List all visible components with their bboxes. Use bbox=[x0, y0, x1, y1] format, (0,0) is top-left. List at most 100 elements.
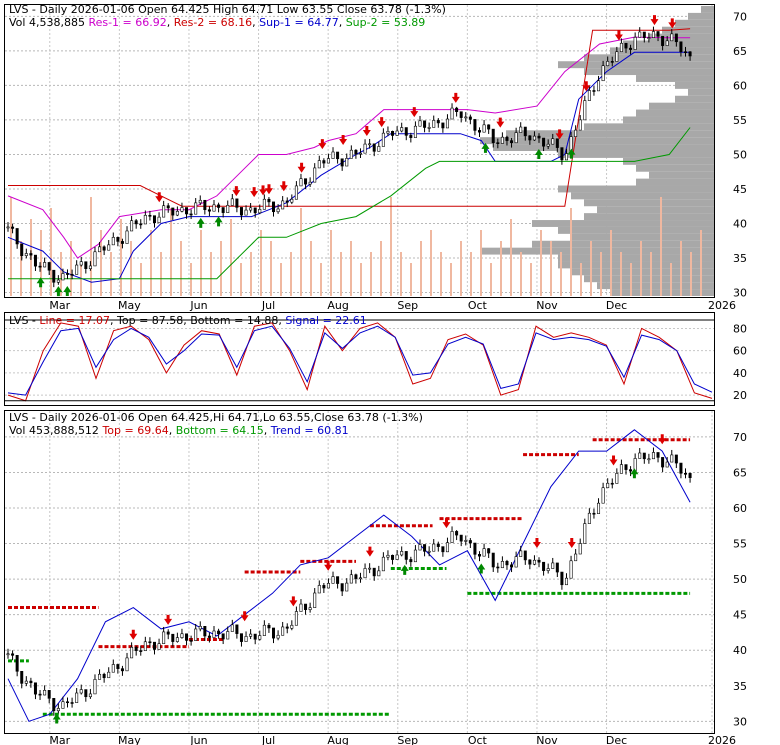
buy-signal-arrow bbox=[36, 277, 45, 288]
price-candle-body bbox=[450, 107, 454, 120]
price-candle-body bbox=[116, 237, 120, 242]
price-candle-body bbox=[317, 160, 321, 169]
price-candle-body bbox=[368, 143, 372, 146]
price-candle-body bbox=[70, 273, 74, 276]
volume-bar bbox=[220, 241, 222, 296]
trend-candle-body bbox=[684, 472, 688, 475]
price-candle-body bbox=[532, 135, 536, 141]
volume-profile-bar bbox=[623, 116, 714, 124]
volume-profile-bar bbox=[623, 157, 714, 165]
trend-candle-body bbox=[555, 562, 559, 573]
header-segment: Trend = 60.81 bbox=[270, 424, 349, 437]
price-candle-body bbox=[482, 124, 486, 133]
volume-bar bbox=[300, 208, 302, 296]
trend-candle-body bbox=[290, 624, 294, 629]
price-candle-body bbox=[194, 202, 198, 215]
price-candle-body bbox=[272, 201, 276, 213]
trend-candle-body bbox=[152, 641, 156, 650]
trend-candle-body bbox=[642, 452, 646, 460]
trend-candle-body bbox=[120, 668, 124, 672]
volume-profile-bar bbox=[506, 130, 714, 138]
sell-signal-arrow bbox=[362, 126, 371, 137]
trend-candle-body bbox=[6, 653, 10, 656]
price-candle-body bbox=[642, 31, 646, 38]
trend-candle-body bbox=[272, 627, 276, 639]
header-segment: , bbox=[252, 16, 259, 29]
price-candle-body bbox=[661, 35, 665, 46]
volume-bar bbox=[530, 263, 532, 296]
price-candle-body bbox=[313, 167, 317, 183]
header-segment: , bbox=[264, 424, 271, 437]
trend-candle-body bbox=[230, 624, 234, 632]
price-candle-body bbox=[413, 125, 417, 138]
volume-profile-bar bbox=[571, 192, 714, 200]
price-candle-body bbox=[290, 198, 294, 203]
price-candle-body bbox=[180, 207, 184, 212]
volume-profile-bar bbox=[636, 164, 714, 172]
trend-candle-body bbox=[427, 550, 431, 553]
trend-candle-body bbox=[404, 551, 408, 560]
volume-bar bbox=[700, 230, 702, 296]
volume-bar bbox=[60, 252, 62, 296]
trend-candle-body bbox=[326, 583, 330, 589]
price-candle-body bbox=[615, 51, 619, 62]
trend-candle-body bbox=[500, 561, 504, 569]
price-candle-body bbox=[528, 135, 532, 141]
x-month-label: Jun bbox=[189, 299, 207, 312]
price-candle-body bbox=[299, 178, 303, 187]
volume-profile-bar bbox=[675, 95, 714, 103]
trend-y-tick-label: 50 bbox=[733, 573, 747, 586]
volume-bar bbox=[440, 252, 442, 296]
volume-profile-bar bbox=[584, 54, 714, 62]
trend-x-month-label: Sep bbox=[397, 734, 418, 745]
volume-bar bbox=[450, 263, 452, 296]
price-candle-body bbox=[372, 143, 376, 152]
volume-profile-bar bbox=[558, 61, 714, 69]
price-candle-body bbox=[308, 181, 312, 185]
sell-signal-arrow bbox=[250, 187, 259, 198]
trend-candle-body bbox=[578, 543, 582, 555]
price-candle-body bbox=[674, 33, 678, 43]
volume-bar bbox=[640, 241, 642, 296]
volume-bar bbox=[130, 241, 132, 296]
price-candle-body bbox=[239, 207, 243, 216]
trend-candle-body bbox=[207, 635, 211, 638]
price-candle-body bbox=[432, 120, 436, 128]
price-candle-body bbox=[304, 178, 308, 185]
price-candle-body bbox=[157, 216, 161, 224]
trend-candle-body bbox=[647, 458, 651, 461]
price-candle-body bbox=[24, 253, 28, 256]
price-candle-body bbox=[391, 131, 395, 136]
trend-candle-body bbox=[171, 633, 175, 642]
volume-profile-bar bbox=[584, 123, 714, 131]
trend-y-tick-label: 70 bbox=[733, 431, 747, 444]
price-candle-body bbox=[340, 158, 344, 167]
x-month-label: Nov bbox=[536, 299, 558, 312]
trend-candle-body bbox=[523, 550, 527, 561]
price-candle-body bbox=[587, 90, 591, 101]
trend-candle-body bbox=[221, 633, 225, 640]
trend-candle-body bbox=[93, 679, 97, 695]
buy-signal-arrow bbox=[481, 142, 490, 153]
price-candle-body bbox=[281, 200, 285, 210]
trend-candle-body bbox=[482, 548, 486, 557]
price-candle-body bbox=[555, 138, 559, 148]
price-candle-body bbox=[546, 143, 550, 147]
volume-bar bbox=[240, 263, 242, 296]
trend-candle-body bbox=[537, 559, 541, 563]
trend-candle-body bbox=[143, 641, 147, 652]
trend-candle-body bbox=[432, 543, 436, 552]
sell-signal-arrow bbox=[555, 129, 564, 140]
price-candle-body bbox=[468, 116, 472, 120]
trend-candle-body bbox=[107, 671, 111, 679]
header-segment: LVS - bbox=[9, 314, 39, 327]
trend-candle-body bbox=[345, 582, 349, 592]
volume-profile-bar bbox=[688, 12, 714, 20]
price-candle-body bbox=[629, 47, 633, 50]
trend-candle-body bbox=[510, 564, 514, 568]
volume-bar bbox=[200, 230, 202, 296]
volume-bar bbox=[180, 241, 182, 296]
sell-signal-arrow bbox=[650, 15, 659, 26]
volume-bar bbox=[80, 263, 82, 296]
price-candle-body bbox=[11, 226, 15, 229]
